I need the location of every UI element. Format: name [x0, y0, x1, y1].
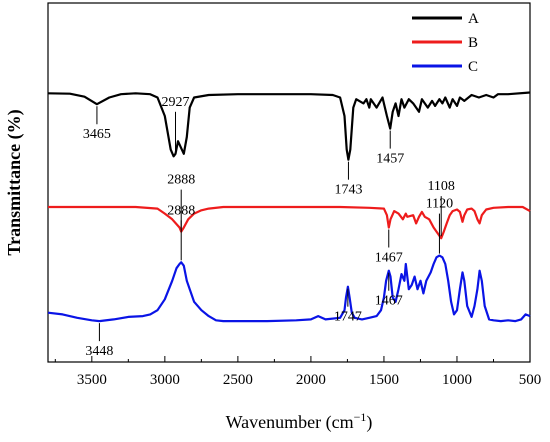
peak-label: 1743 — [334, 183, 362, 198]
legend-label-A: A — [468, 11, 479, 27]
series-line-B — [48, 205, 531, 240]
x-axis-title: Wavenumber (cm−1) — [226, 410, 373, 433]
x-tick-label: 2500 — [223, 372, 253, 388]
x-tick-label: 3000 — [150, 372, 180, 388]
legend-label-C: C — [468, 59, 478, 75]
peak-label: 1457 — [376, 152, 404, 167]
x-tick-label: 1500 — [369, 372, 399, 388]
peak-label: 3448 — [85, 344, 113, 359]
legend-label-B: B — [468, 35, 478, 51]
peak-label: 1108 — [427, 179, 454, 194]
peak-label: 2888 — [167, 173, 195, 188]
peak-label: 1747 — [334, 310, 362, 325]
peak-label: 3465 — [83, 127, 111, 142]
peak-label: 1467 — [375, 294, 403, 309]
plot-frame — [47, 2, 531, 363]
x-tick-label: 3500 — [77, 372, 107, 388]
peak-label: 1467 — [375, 251, 403, 266]
y-axis-title: Transmittance (%) — [4, 109, 25, 255]
peak-label: 2927 — [162, 95, 190, 110]
series-line-C — [47, 254, 531, 323]
x-tick-label: 500 — [519, 372, 542, 388]
x-tick-label: 1000 — [442, 372, 472, 388]
peak-label: 2888 — [167, 203, 195, 218]
x-tick-label: 2000 — [296, 372, 326, 388]
series-line-A — [47, 91, 531, 161]
peak-label: 1120 — [426, 197, 453, 212]
